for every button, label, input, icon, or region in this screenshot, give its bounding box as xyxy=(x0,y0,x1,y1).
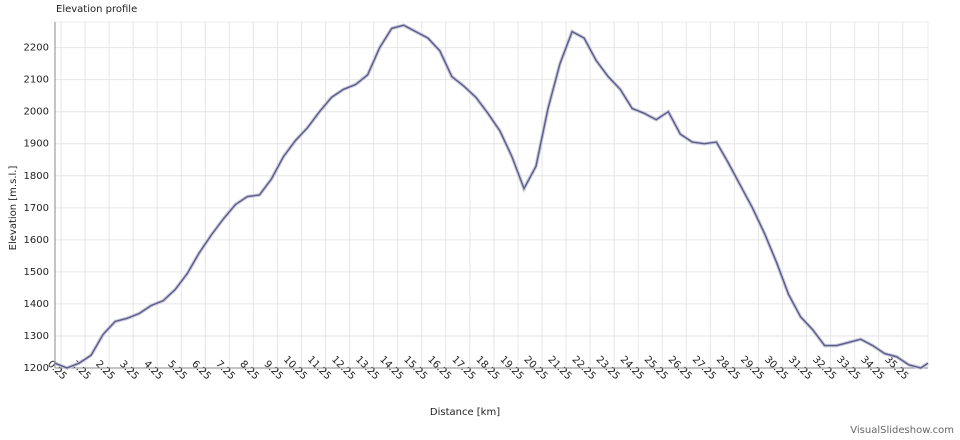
y-tick-label: 2000 xyxy=(24,107,49,118)
y-tick-label: 1500 xyxy=(24,267,49,278)
y-axis-label: Elevation [m.s.l.] xyxy=(8,166,19,251)
watermark: VisualSlideshow.com xyxy=(850,425,954,436)
y-tick-label: 1600 xyxy=(24,235,49,246)
plot-area xyxy=(54,21,929,369)
y-tick-label: 1200 xyxy=(24,363,49,374)
y-tick-label: 1800 xyxy=(24,171,49,182)
elevation-line xyxy=(54,24,929,369)
y-tick-label: 1300 xyxy=(24,331,49,342)
y-tick-label: 2100 xyxy=(24,75,49,86)
y-tick-label: 1700 xyxy=(24,203,49,214)
y-tick-label: 1900 xyxy=(24,139,49,150)
chart-title: Elevation profile xyxy=(56,4,137,15)
y-tick-label: 1400 xyxy=(24,299,49,310)
x-axis-label: Distance [km] xyxy=(430,407,500,418)
y-tick-label: 2200 xyxy=(24,43,49,54)
